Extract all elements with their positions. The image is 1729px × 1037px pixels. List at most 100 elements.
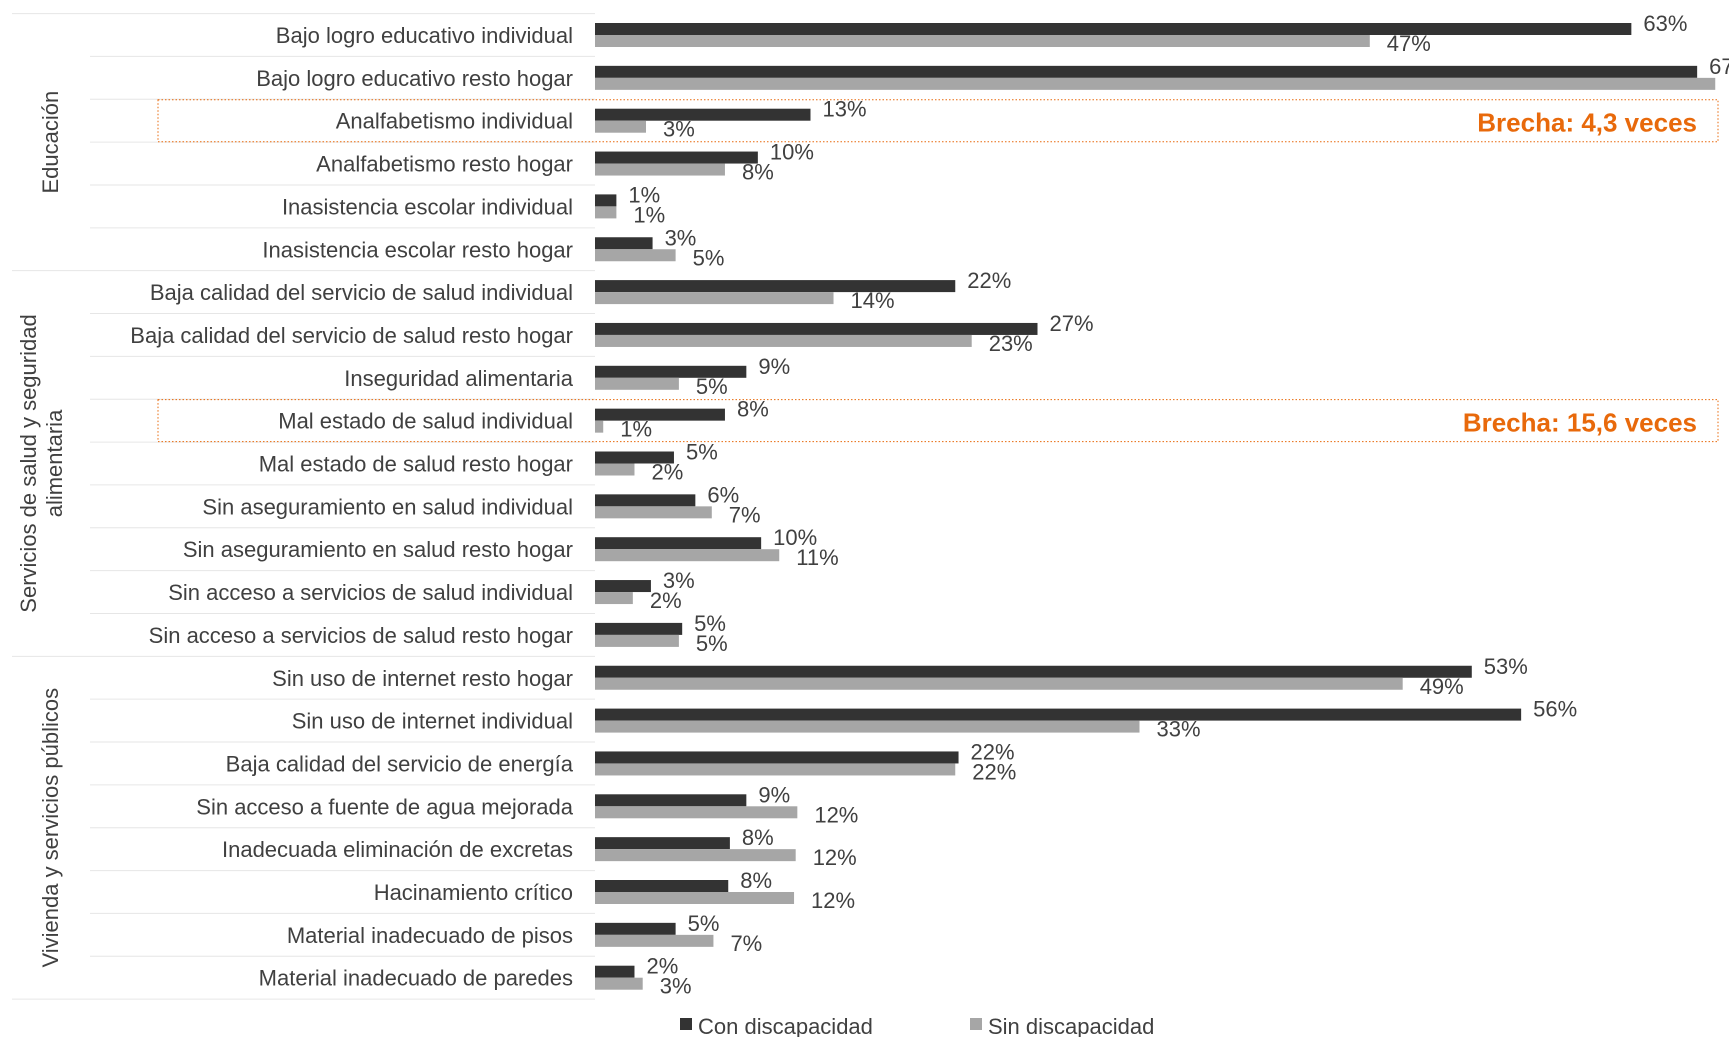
group-label: Educación <box>38 91 63 194</box>
category-label: Inasistencia escolar individual <box>282 194 573 219</box>
bar-sin-discapacidad <box>595 334 972 347</box>
bar-sin-discapacidad <box>595 763 956 776</box>
legend-label-sin: Sin discapacidad <box>988 1014 1154 1037</box>
bar-con-discapacidad <box>595 794 747 807</box>
bar-con-discapacidad <box>595 108 811 121</box>
category-label: Material inadecuado de paredes <box>259 966 573 991</box>
bar-sin-discapacidad <box>595 849 796 862</box>
value-label-con: 63% <box>1643 11 1687 36</box>
value-label-sin: 5% <box>693 245 725 270</box>
value-label-sin: 5% <box>696 631 728 656</box>
value-label-sin: 12% <box>814 802 858 827</box>
bar-sin-discapacidad <box>595 549 780 562</box>
bar-sin-discapacidad <box>595 292 834 305</box>
bar-sin-discapacidad <box>595 420 604 433</box>
bar-sin-discapacidad <box>595 634 679 647</box>
value-label-sin: 7% <box>730 931 762 956</box>
gap-annotation: Brecha: 4,3 veces <box>1477 108 1697 138</box>
value-label-con: 56% <box>1533 697 1577 722</box>
bar-con-discapacidad <box>595 194 617 207</box>
bar-con-discapacidad <box>595 65 1698 78</box>
category-label: Bajo logro educativo individual <box>276 23 573 48</box>
value-label-con: 5% <box>688 911 720 936</box>
bar-con-discapacidad <box>595 537 762 550</box>
value-label-con: 9% <box>758 354 790 379</box>
value-label-con: 5% <box>686 440 718 465</box>
bar-sin-discapacidad <box>595 249 676 262</box>
bar-sin-discapacidad <box>595 806 798 819</box>
value-label-con: 10% <box>770 140 814 165</box>
value-labels: 63%47%67%68%13%3%10%8%1%1%3%5%22%14%27%2… <box>620 11 1729 999</box>
category-label: Baja calidad del servicio de salud resto… <box>130 323 573 348</box>
legend-swatch-sin <box>970 1018 982 1030</box>
category-label: Mal estado de salud individual <box>278 409 573 434</box>
value-label-con: 8% <box>737 397 769 422</box>
value-label-sin: 47% <box>1387 31 1431 56</box>
bar-sin-discapacidad <box>595 892 795 904</box>
bar-sin-discapacidad <box>595 934 714 947</box>
bar-sin-discapacidad <box>595 463 635 476</box>
category-label: Inseguridad alimentaria <box>344 366 573 391</box>
value-label-sin: 12% <box>811 888 855 913</box>
value-label-sin: 3% <box>660 974 692 999</box>
category-label: Inasistencia escolar resto hogar <box>262 237 573 262</box>
bar-con-discapacidad <box>595 751 959 764</box>
group-label: Vivienda y servicios públicos <box>38 688 63 968</box>
value-label-sin: 1% <box>633 202 665 227</box>
value-label-sin: 5% <box>696 374 728 399</box>
gap-highlights: Brecha: 4,3 veces Brecha: 15,6 veces <box>157 99 1719 443</box>
gap-highlight-box <box>157 399 1719 443</box>
value-label-sin: 2% <box>650 588 682 613</box>
category-label: Sin aseguramiento en salud resto hogar <box>183 537 573 562</box>
bar-con-discapacidad <box>595 622 683 635</box>
bar-con-discapacidad <box>595 922 676 935</box>
value-label-sin: 1% <box>620 417 652 442</box>
bar-con-discapacidad <box>595 237 653 250</box>
value-label-sin: 23% <box>989 331 1033 356</box>
bar-con-discapacidad <box>595 837 730 850</box>
value-label-con: 6% <box>707 482 739 507</box>
value-label-con: 9% <box>758 782 790 807</box>
value-label-sin: 8% <box>742 160 774 185</box>
category-label: Bajo logro educativo resto hogar <box>256 66 573 91</box>
group-label: Servicios de salud y seguridadalimentari… <box>16 314 67 612</box>
bar-sin-discapacidad <box>595 35 1370 47</box>
group-labels: Educación Servicios de salud y seguridada… <box>16 91 67 968</box>
bar-con-discapacidad <box>595 23 1632 35</box>
category-labels: Bajo logro educativo individual Bajo logr… <box>130 23 573 991</box>
category-label: Sin acceso a fuente de agua mejorada <box>196 794 573 819</box>
category-label: Mal estado de salud resto hogar <box>259 452 573 477</box>
value-label-con: 22% <box>971 739 1015 764</box>
bar-sin-discapacidad <box>595 77 1716 90</box>
bar-sin-discapacidad <box>595 163 725 176</box>
bar-sin-discapacidad <box>595 977 643 990</box>
value-label-con: 8% <box>740 868 772 893</box>
bar-con-discapacidad <box>595 322 1038 335</box>
bar-con-discapacidad <box>595 280 956 293</box>
value-label-sin: 33% <box>1156 717 1200 742</box>
value-label-con: 13% <box>822 97 866 122</box>
value-label-sin: 3% <box>663 117 695 142</box>
category-label: Hacinamiento crítico <box>374 880 573 905</box>
value-label-sin: 14% <box>851 288 895 313</box>
legend: Con discapacidad Sin discapacidad <box>680 1014 1154 1037</box>
bar-con-discapacidad <box>595 965 635 978</box>
value-label-sin: 22% <box>972 759 1016 784</box>
bar-sin-discapacidad <box>595 677 1403 690</box>
legend-swatch-con <box>680 1018 692 1030</box>
value-label-sin: 2% <box>651 460 683 485</box>
bar-sin-discapacidad <box>595 720 1140 733</box>
gap-annotation: Brecha: 15,6 veces <box>1463 408 1697 438</box>
bar-con-discapacidad <box>595 708 1522 721</box>
category-label: Sin aseguramiento en salud individual <box>202 494 573 519</box>
category-label: Inadecuada eliminación de excretas <box>222 837 573 862</box>
value-label-sin: 12% <box>813 845 857 870</box>
bars <box>595 23 1716 990</box>
category-label: Sin acceso a servicios de salud resto ho… <box>149 623 573 648</box>
bar-con-discapacidad <box>595 665 1472 678</box>
value-label-sin: 11% <box>796 545 838 570</box>
value-label-con: 3% <box>665 225 697 250</box>
category-label: Sin uso de internet resto hogar <box>272 666 573 691</box>
bar-con-discapacidad <box>595 151 758 164</box>
category-label: Analfabetismo individual <box>336 109 573 134</box>
